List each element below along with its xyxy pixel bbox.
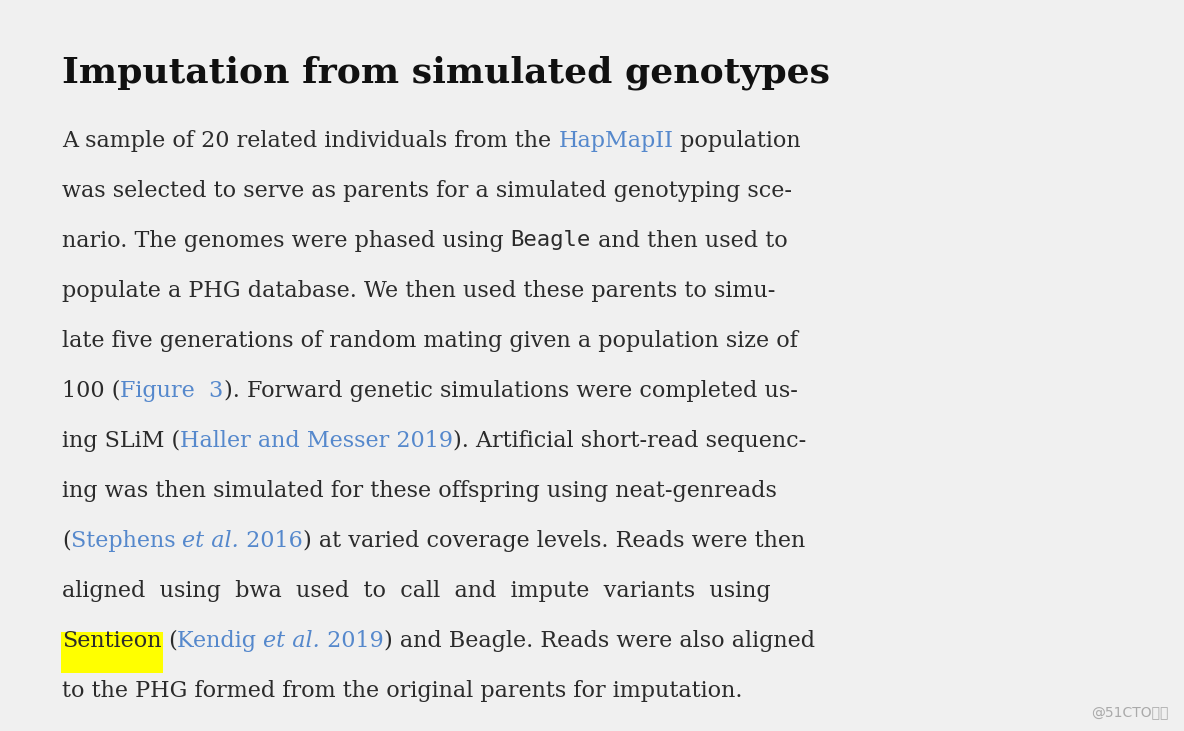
- Text: ing SLiM (: ing SLiM (: [62, 430, 180, 452]
- Text: late five generations of random mating given a population size of: late five generations of random mating g…: [62, 330, 798, 352]
- Text: Haller and Messer 2019: Haller and Messer 2019: [180, 430, 453, 452]
- Text: Kendig: Kendig: [178, 630, 263, 652]
- Text: ing was then simulated for these offspring using neat-genreads: ing was then simulated for these offspri…: [62, 480, 777, 502]
- Text: ). Artificial short-read sequenc-: ). Artificial short-read sequenc-: [453, 430, 806, 452]
- Text: et al.: et al.: [182, 530, 239, 552]
- Text: Figure  3: Figure 3: [121, 380, 224, 402]
- Text: ) and Beagle. Reads were also aligned: ) and Beagle. Reads were also aligned: [384, 630, 815, 652]
- Text: @51CTO博客: @51CTO博客: [1092, 705, 1169, 719]
- Text: 100 (: 100 (: [62, 380, 121, 402]
- Text: A sample of 20 related individuals from the: A sample of 20 related individuals from …: [62, 130, 558, 152]
- Text: ) at varied coverage levels. Reads were then: ) at varied coverage levels. Reads were …: [303, 530, 805, 552]
- Text: (: (: [62, 530, 71, 552]
- Text: HapMapII: HapMapII: [558, 130, 674, 152]
- Bar: [62, 632, 162, 673]
- Text: populate a PHG database. We then used these parents to simu-: populate a PHG database. We then used th…: [62, 280, 776, 302]
- Text: Stephens: Stephens: [71, 530, 182, 552]
- Text: nario. The genomes were phased using: nario. The genomes were phased using: [62, 230, 510, 252]
- Text: 2016: 2016: [239, 530, 303, 552]
- Text: to the PHG formed from the original parents for imputation.: to the PHG formed from the original pare…: [62, 680, 742, 702]
- Text: et al.: et al.: [263, 630, 320, 652]
- Text: Beagle: Beagle: [510, 230, 591, 250]
- Text: 2019: 2019: [320, 630, 384, 652]
- Text: Imputation from simulated genotypes: Imputation from simulated genotypes: [62, 55, 830, 89]
- Text: ). Forward genetic simulations were completed us-: ). Forward genetic simulations were comp…: [224, 380, 798, 402]
- Text: and then used to: and then used to: [591, 230, 787, 252]
- Text: population: population: [674, 130, 800, 152]
- Text: aligned  using  bwa  used  to  call  and  impute  variants  using: aligned using bwa used to call and imput…: [62, 580, 771, 602]
- Text: was selected to serve as parents for a simulated genotyping sce-: was selected to serve as parents for a s…: [62, 180, 792, 202]
- Text: Sentieon: Sentieon: [62, 630, 161, 652]
- Text: (: (: [161, 630, 178, 652]
